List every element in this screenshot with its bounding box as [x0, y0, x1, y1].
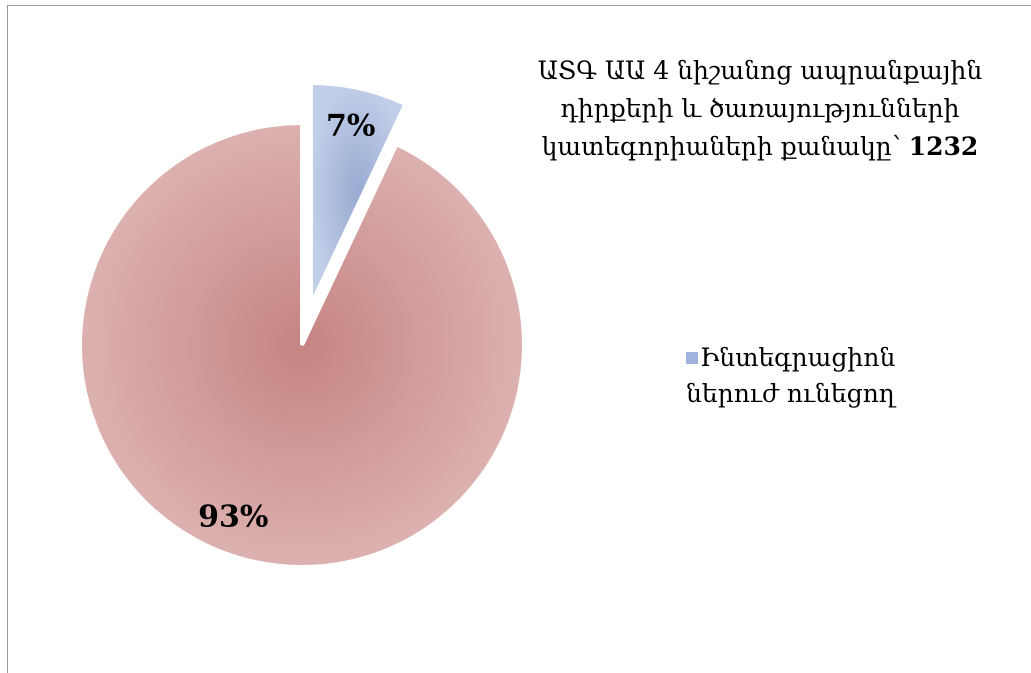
chart-title-block: ԱՏԳ ԱԱ 4 նիշանոց ապրանքային դիրքերի և ծա… — [520, 52, 1000, 166]
chart-title: ԱՏԳ ԱԱ 4 նիշանոց ապրանքային դիրքերի և ծա… — [537, 56, 983, 161]
frame — [7, 5, 1031, 673]
pie-slice — [78, 120, 526, 569]
legend-swatch — [686, 352, 698, 364]
data-label: 7% — [326, 108, 375, 143]
legend: Ինտեգրացիոն ներուժ ունեցող — [686, 340, 936, 412]
chart-total: 1232 — [908, 132, 979, 161]
legend-label: Ինտեգրացիոն ներուժ ունեցող — [686, 343, 896, 408]
pie-slice — [308, 80, 409, 306]
data-label: 93% — [198, 499, 268, 534]
